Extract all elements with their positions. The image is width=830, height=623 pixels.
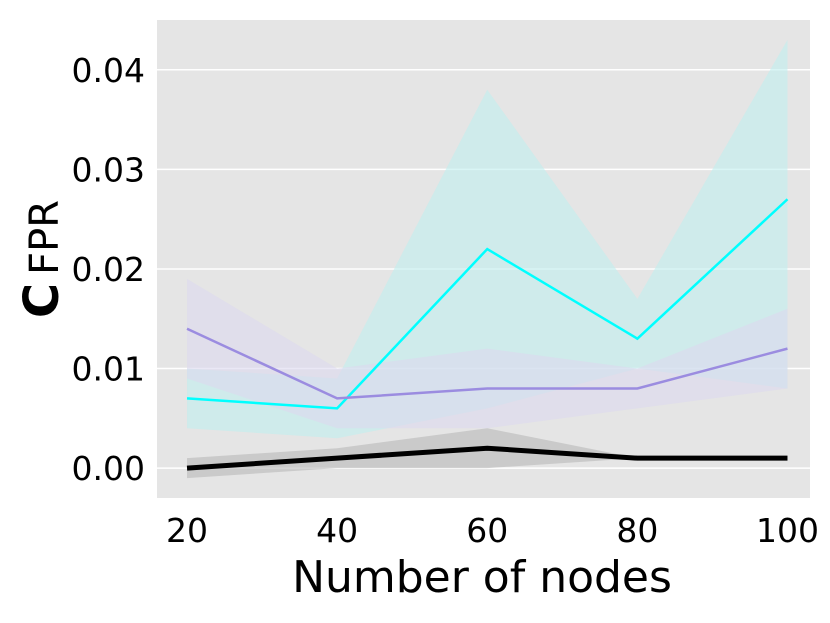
svg-text:CFPR: C FPR — [14, 200, 70, 318]
y-axis-label-prefix: C — [14, 283, 70, 318]
y-tick-label: 0.00 — [72, 449, 145, 488]
x-tick-label: 40 — [316, 511, 358, 550]
y-tick-labels: 0.00 0.01 0.02 0.03 0.04 — [72, 51, 145, 488]
x-tick-labels: 20 40 60 80 100 — [166, 511, 819, 550]
x-axis-label: Number of nodes — [292, 552, 672, 603]
y-tick-label: 0.04 — [72, 51, 145, 90]
x-tick-label: 100 — [756, 511, 819, 550]
confidence-band-2 — [187, 428, 788, 479]
y-tick-label: 0.02 — [72, 250, 145, 289]
x-tick-label: 80 — [616, 511, 658, 550]
y-tick-label: 0.03 — [72, 150, 145, 189]
y-axis-label-text: FPR — [22, 200, 68, 275]
x-tick-label: 60 — [466, 511, 508, 550]
confidence-band-1 — [187, 278, 788, 429]
series-lines — [186, 198, 789, 471]
y-tick-label: 0.01 — [72, 350, 145, 389]
x-tick-label: 20 — [166, 511, 208, 550]
y-axis-label: C FPR — [14, 200, 70, 318]
